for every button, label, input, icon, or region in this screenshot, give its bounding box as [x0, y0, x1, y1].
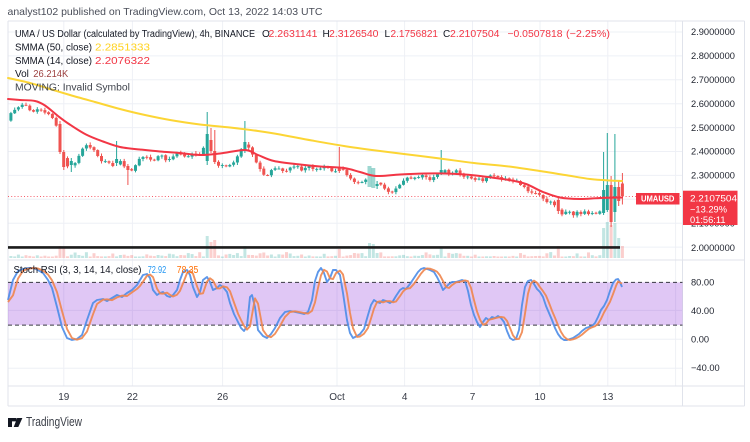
svg-text:26: 26 — [217, 392, 229, 403]
svg-text:UMA / US Dollar (calculated by: UMA / US Dollar (calculated by TradingVi… — [15, 29, 255, 40]
svg-text:Stoch RSI (3, 3, 14, 14, close: Stoch RSI (3, 3, 14, 14, close) — [14, 265, 142, 276]
svg-text:C: C — [443, 29, 450, 40]
svg-text:O: O — [262, 29, 270, 40]
svg-text:Oct: Oct — [329, 392, 345, 403]
svg-text:MOVING: Invalid Symbol: MOVING: Invalid Symbol — [15, 83, 130, 94]
svg-text:L: L — [385, 29, 391, 40]
svg-text:22: 22 — [127, 392, 139, 403]
svg-text:SMMA (50, close): SMMA (50, close) — [15, 43, 92, 54]
svg-text:SMMA (14, close): SMMA (14, close) — [15, 56, 92, 67]
svg-text:UMAUSD: UMAUSD — [641, 194, 675, 204]
svg-text:2.2076322: 2.2076322 — [95, 56, 150, 67]
svg-text:2.2851333: 2.2851333 — [95, 43, 150, 54]
svg-text:2.3000000: 2.3000000 — [691, 171, 735, 181]
svg-text:80.00: 80.00 — [691, 278, 714, 288]
svg-text:2.1756821: 2.1756821 — [391, 29, 439, 40]
svg-text:0.00: 0.00 — [691, 335, 709, 345]
svg-text:2.7000000: 2.7000000 — [691, 75, 735, 85]
svg-text:01:56:11: 01:56:11 — [690, 215, 726, 225]
svg-text:26.214K: 26.214K — [33, 69, 68, 80]
svg-text:13: 13 — [602, 392, 614, 403]
svg-text:−13.29%: −13.29% — [690, 204, 727, 214]
svg-text:analyst102 published on Tradin: analyst102 published on TradingView.com,… — [8, 7, 324, 18]
svg-text:H: H — [323, 29, 330, 40]
svg-text:19: 19 — [58, 392, 70, 403]
svg-text:−0.0507818: −0.0507818 — [508, 29, 563, 40]
svg-text:40.00: 40.00 — [691, 306, 714, 316]
svg-text:TradingView: TradingView — [26, 415, 83, 429]
svg-text:4: 4 — [402, 392, 408, 403]
svg-text:72.92: 72.92 — [148, 265, 167, 276]
svg-text:2.2107504: 2.2107504 — [450, 29, 500, 40]
svg-text:2.8000000: 2.8000000 — [691, 51, 735, 61]
svg-text:2.9000000: 2.9000000 — [691, 27, 735, 37]
svg-text:Vol: Vol — [15, 69, 29, 80]
svg-text:2.3126540: 2.3126540 — [329, 29, 379, 40]
svg-text:2.0000000: 2.0000000 — [691, 243, 735, 253]
svg-text:(−2.25%): (−2.25%) — [566, 29, 610, 40]
svg-text:78.35: 78.35 — [177, 265, 199, 276]
svg-text:10: 10 — [534, 392, 546, 403]
svg-text:2.4000000: 2.4000000 — [691, 147, 735, 157]
svg-text:2.5000000: 2.5000000 — [691, 123, 735, 133]
svg-text:2.6000000: 2.6000000 — [691, 99, 735, 109]
svg-text:2.2107504: 2.2107504 — [690, 194, 737, 204]
svg-text:2.2631141: 2.2631141 — [269, 29, 318, 40]
svg-text:−40.00: −40.00 — [691, 363, 720, 373]
svg-text:7: 7 — [470, 392, 476, 403]
